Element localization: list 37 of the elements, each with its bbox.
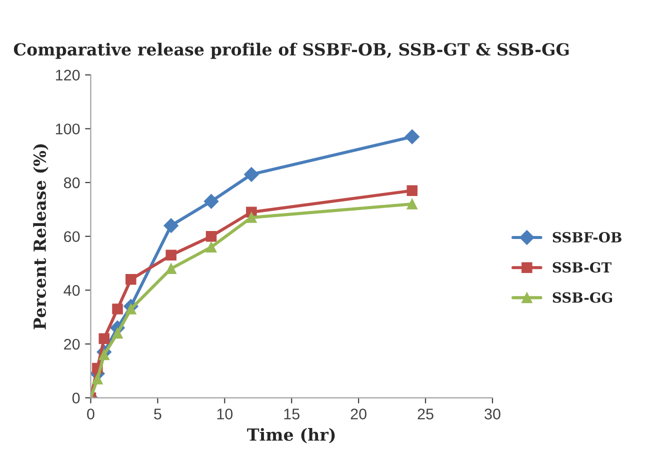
point — [246, 212, 257, 223]
point — [92, 374, 103, 384]
y-tick-label: 60 — [64, 231, 80, 242]
legend-label: SSB-GT — [552, 262, 612, 273]
x-tick-label: 30 — [484, 408, 500, 420]
y-tick-label: 40 — [64, 285, 80, 296]
x-tick-label: 20 — [350, 408, 366, 420]
point — [164, 218, 178, 233]
x-tick-label: 0 — [87, 408, 94, 420]
y-tick-label: 100 — [56, 124, 80, 134]
point — [206, 242, 217, 252]
point — [206, 230, 217, 242]
point — [406, 185, 418, 196]
x-tick-label: 15 — [284, 408, 300, 420]
x-tick-label: 10 — [217, 408, 233, 420]
point — [166, 250, 176, 261]
x-axis-title: Time (hr) — [247, 428, 335, 444]
y-axis-title: Percent Release (%) — [33, 144, 48, 330]
point — [166, 263, 176, 274]
x-tick-label: 5 — [154, 408, 162, 420]
point — [244, 167, 259, 182]
legend-label: SSB-GG — [552, 292, 612, 303]
point — [204, 194, 219, 209]
y-tick-label: 120 — [56, 70, 80, 81]
x-tick-label: 25 — [418, 408, 434, 420]
point — [112, 304, 123, 314]
y-tick-label: 80 — [64, 177, 80, 188]
point — [98, 333, 110, 344]
point — [406, 198, 418, 210]
point — [126, 274, 136, 285]
point — [98, 349, 110, 360]
point — [112, 328, 123, 339]
point — [404, 129, 420, 144]
chart-title: Comparative release profile of SSBF-OB, SSB-GT & SSB-GG — [14, 42, 569, 59]
legend-label: SSBF-OB — [552, 232, 622, 243]
y-tick-label: 20 — [64, 338, 80, 350]
y-tick-label: 0 — [72, 392, 80, 404]
